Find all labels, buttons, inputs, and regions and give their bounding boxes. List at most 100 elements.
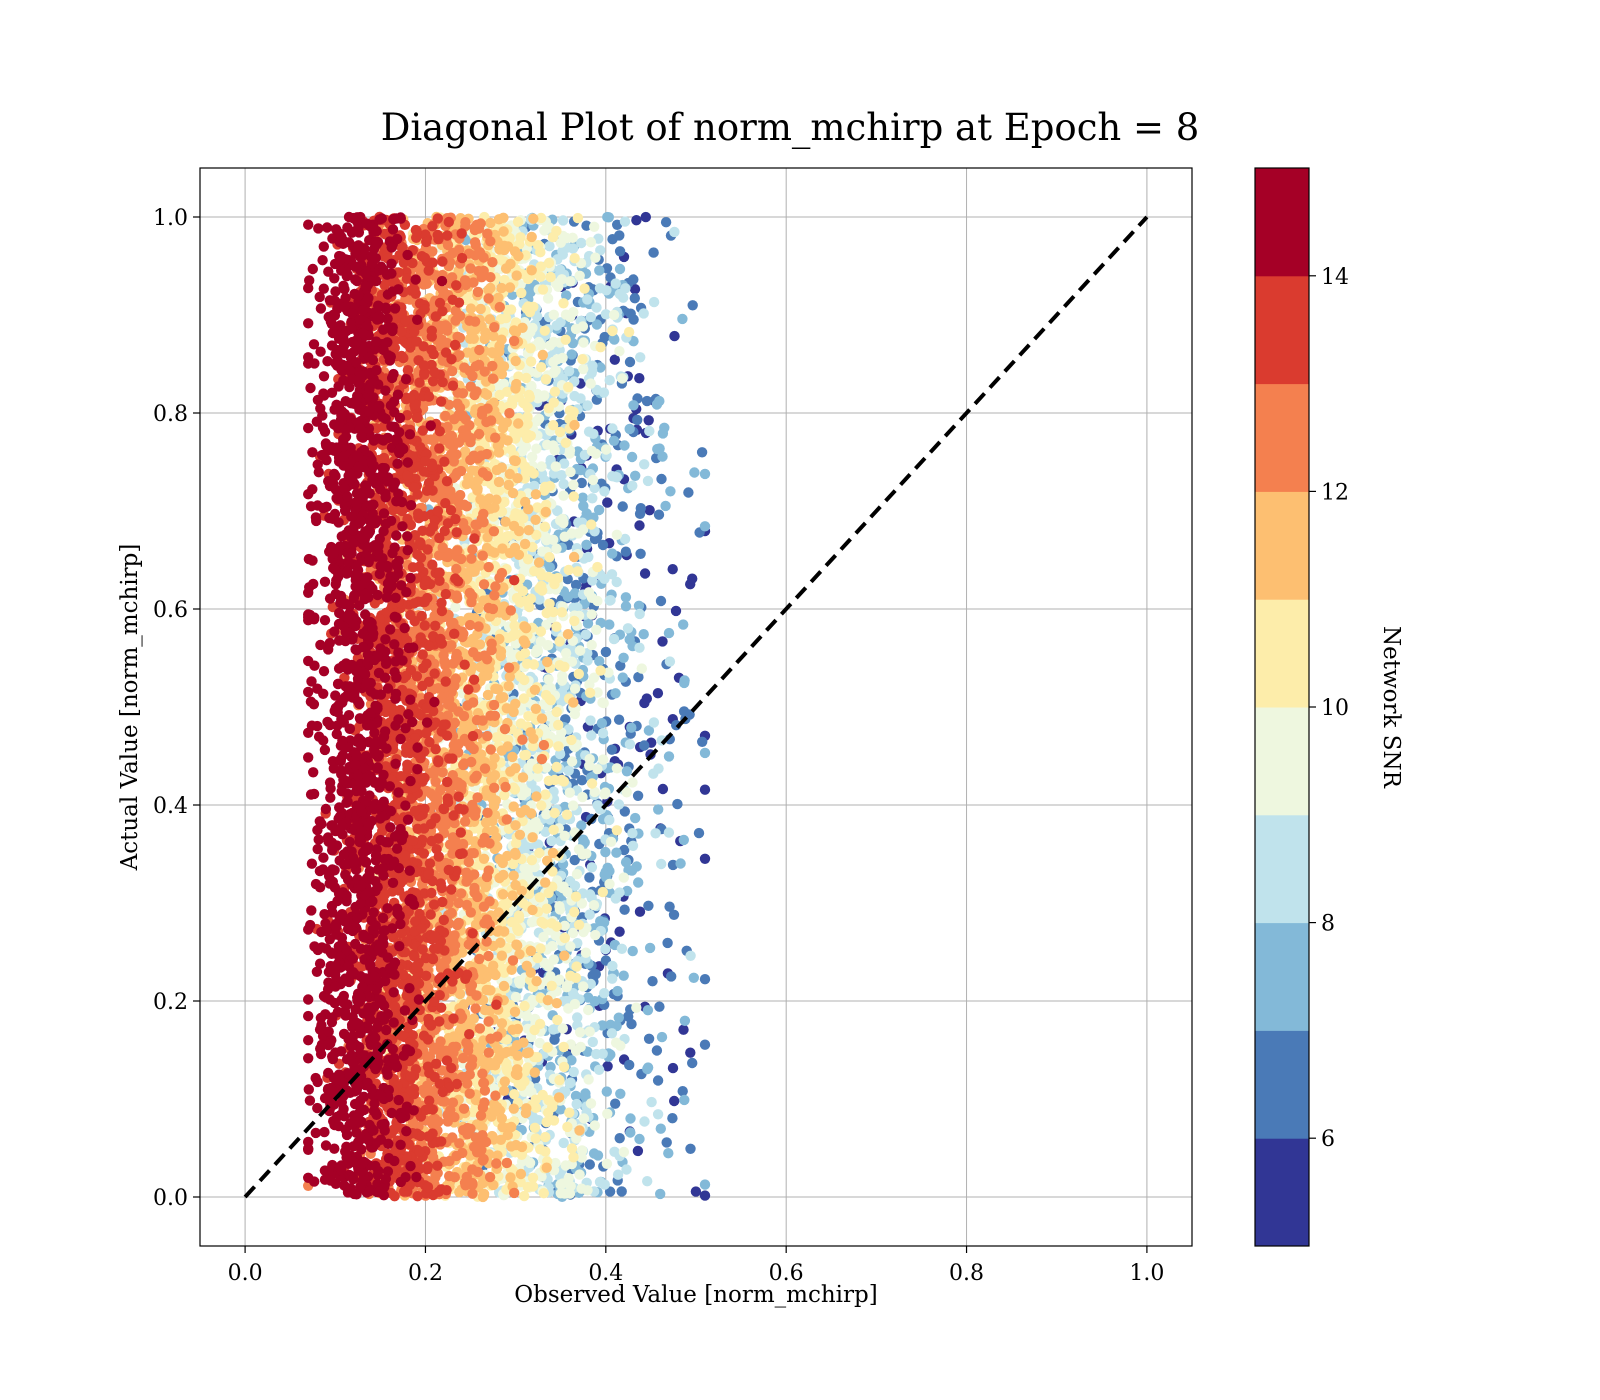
scatter-point [663,827,675,838]
scatter-point [520,786,532,798]
scatter-point [625,1127,636,1138]
scatter-point [485,282,496,294]
scatter-point [595,665,606,676]
scatter-point [663,627,675,639]
scatter-point [509,1089,520,1100]
scatter-point [610,1098,621,1109]
scatter-point [538,391,549,402]
scatter-point [547,940,558,952]
scatter-point [537,284,549,295]
scatter-point [633,877,644,888]
scatter-point [527,451,538,463]
scatter-point [482,670,493,681]
scatter-point [440,410,451,422]
scatter-point [587,474,599,486]
scatter-point [615,660,626,671]
scatter-point [664,656,676,667]
scatter-point [551,621,562,632]
scatter-point [540,826,551,837]
scatter-point [657,451,668,462]
scatter-point [614,288,625,300]
scatter-point [656,1031,668,1043]
scatter-point [654,1001,665,1012]
scatter-point [572,602,583,613]
scatter-point [656,473,667,485]
scatter-point [574,645,586,656]
scatter-point [580,947,592,958]
scatter-point [519,538,531,550]
scatter-point [687,573,698,584]
scatter-point [685,950,696,961]
scatter-point [643,1033,655,1045]
scatter-point [576,1152,587,1163]
scatter-point [582,400,593,411]
scatter-point [478,853,490,864]
scatter-point [558,490,569,501]
scatter-point [509,627,521,639]
scatter-point [655,1123,666,1134]
scatter-point [542,1042,553,1053]
scatter-point [624,739,636,750]
scatter-point [461,478,473,490]
scatter-point [576,775,588,786]
scatter-point [604,1186,616,1197]
scatter-point [515,1168,527,1180]
scatter-point [548,336,559,348]
scatter-point [582,655,593,666]
scatter-point [656,858,667,870]
scatter-point [496,334,507,345]
scatter-point [569,615,580,627]
scatter-point [466,553,477,564]
scatter-point [482,730,493,742]
scatter-point [666,971,677,982]
scatter-point [587,1036,598,1048]
scatter-point [594,656,605,667]
scatter-point [625,308,636,319]
scatter-point [568,697,579,708]
scatter-point [600,444,612,455]
scatter-point [642,1176,653,1187]
scatter-point [620,546,632,557]
scatter-point [599,988,610,999]
scatter-point [613,714,625,725]
scatter-point [557,215,569,226]
scatter-point [668,909,680,920]
scatter-point [606,744,618,755]
scatter-point [614,1133,625,1144]
scatter-point [528,301,539,312]
scatter-point [560,334,571,345]
scatter-point [564,311,576,323]
scatter-point [528,213,539,224]
scatter-point [617,373,628,384]
scatter-point [627,840,639,851]
scatter-point [635,503,646,514]
scatter-point [699,974,711,985]
scatter-point [647,976,658,987]
scatter-point [588,428,599,439]
scatter-point [489,547,500,558]
scatter-point [531,976,542,987]
scatter-point [524,392,535,403]
scatter-point [589,533,601,545]
scatter-point [638,308,649,319]
scatter-point [559,950,570,961]
scatter-point [559,801,570,813]
scatter-point [565,941,576,952]
scatter-point [578,337,589,348]
scatter-point [603,667,614,678]
scatter-point [604,375,615,386]
scatter-point [679,675,690,686]
scatter-point [699,1190,711,1201]
scatter-point [527,322,538,334]
scatter-point [598,754,609,765]
scatter-point [519,621,530,632]
scatter-point [527,904,538,916]
scatter-point [586,862,598,873]
scatter-point [639,1116,650,1127]
scatter-point [560,437,571,448]
scatter-point [532,645,544,657]
scatter-point [538,918,550,929]
scatter-point [568,800,579,811]
scatter-point [505,258,516,270]
scatter-point [467,544,478,555]
